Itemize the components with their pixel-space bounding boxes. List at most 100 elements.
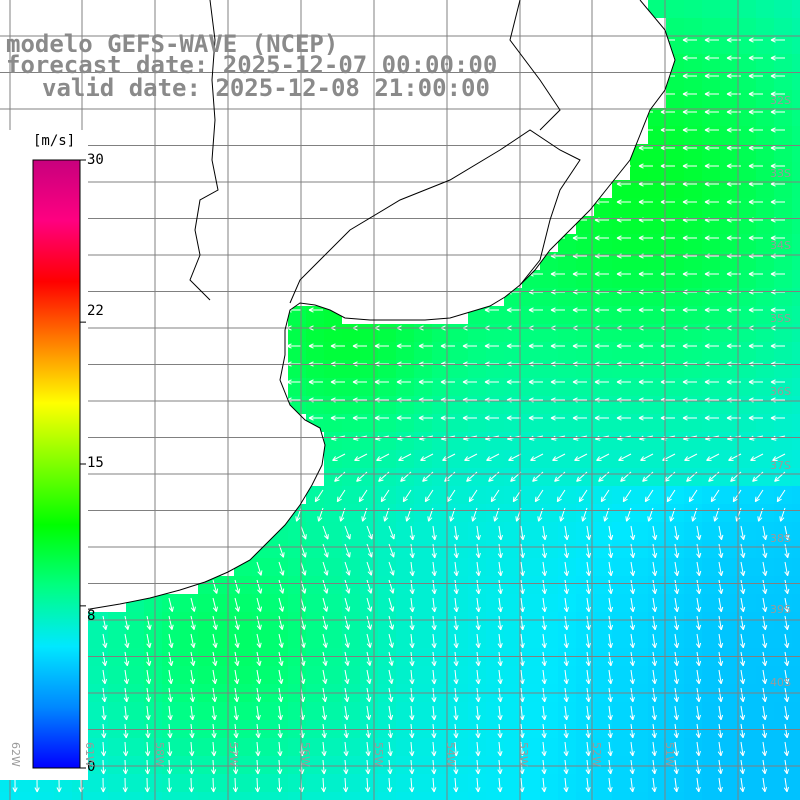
wind-arrow (497, 525, 503, 541)
wind-speed-cell (414, 540, 432, 558)
wind-speed-cell (702, 342, 720, 360)
wind-speed-cell (522, 468, 540, 486)
wind-speed-cell (576, 306, 594, 324)
wind-arrow (475, 633, 481, 649)
wind-arrow (784, 579, 790, 595)
wind-speed-cell (414, 558, 432, 576)
wind-arrow (497, 579, 503, 595)
wind-speed-cell (270, 630, 288, 648)
wind-arrow (396, 343, 411, 349)
wind-speed-cell (306, 738, 324, 756)
wind-arrow (783, 741, 790, 757)
wind-speed-cell (756, 468, 774, 486)
wind-arrow (462, 379, 477, 385)
wind-arrow (388, 633, 394, 648)
wind-speed-cell (666, 666, 684, 684)
wind-arrow (122, 777, 128, 793)
wind-arrow (673, 705, 679, 721)
wind-speed-cell (306, 774, 324, 792)
wind-arrow (682, 91, 697, 97)
wind-speed-cell (666, 288, 684, 306)
wind-speed-cell (612, 612, 630, 630)
wind-speed-cell (756, 360, 774, 378)
wind-arrow (528, 343, 543, 349)
wind-arrow (234, 579, 241, 594)
wind-arrow (704, 271, 719, 277)
wind-speed-cell (738, 180, 756, 198)
wind-speed-cell (108, 738, 126, 756)
wind-arrow (233, 759, 239, 775)
wind-speed-cell (144, 738, 162, 756)
wind-arrow (308, 307, 323, 313)
wind-arrow (167, 723, 173, 739)
wind-speed-cell (396, 486, 414, 504)
wind-arrow (640, 453, 654, 461)
wind-speed-cell (576, 234, 594, 252)
wind-arrow (673, 777, 679, 793)
wind-arrow (278, 669, 284, 685)
wind-arrow (726, 109, 741, 115)
wind-arrow (629, 669, 635, 685)
wind-arrow (475, 543, 481, 559)
wind-speed-cell (702, 36, 720, 54)
wind-speed-cell (792, 36, 800, 54)
wind-arrow (651, 687, 657, 703)
wind-speed-cell (756, 288, 774, 306)
wind-arrow (102, 633, 108, 649)
wind-speed-cell (432, 774, 450, 792)
wind-speed-cell (468, 360, 486, 378)
wind-arrow (718, 579, 724, 595)
title-forecast-date: forecast date: 2025-12-07 00:00:00 (6, 51, 498, 79)
wind-arrow (704, 415, 719, 421)
wind-arrow (322, 579, 329, 594)
wind-arrow (732, 489, 742, 503)
wind-speed-cell (108, 666, 126, 684)
wind-speed-cell (666, 378, 684, 396)
wind-speed-cell (522, 738, 540, 756)
wind-speed-cell (792, 450, 800, 468)
wind-speed-cell (666, 612, 684, 630)
wind-speed-cell (774, 558, 792, 576)
wind-arrow (497, 543, 503, 559)
wind-speed-cell (378, 774, 396, 792)
wind-arrow (651, 741, 657, 757)
wind-arrow (102, 651, 108, 667)
wind-arrow (618, 453, 632, 461)
wind-speed-cell (738, 612, 756, 630)
wind-arrow (12, 777, 18, 793)
wind-arrow (572, 235, 587, 241)
wind-speed-cell (540, 774, 558, 792)
wind-speed-cell (540, 468, 558, 486)
wind-speed-cell (288, 792, 306, 800)
wind-speed-cell (108, 774, 126, 792)
wind-speed-cell (738, 270, 756, 288)
wind-speed-cell (558, 396, 576, 414)
wind-speed-cell (774, 630, 792, 648)
wind-speed-cell (270, 558, 288, 576)
wind-arrow (475, 597, 481, 613)
wind-arrow (695, 615, 702, 631)
wind-speed-cell (792, 342, 800, 360)
wind-arrow (409, 759, 415, 775)
wind-speed-cell (612, 702, 630, 720)
wind-speed-cell (306, 342, 324, 360)
wind-speed-cell (612, 576, 630, 594)
wind-speed-cell (720, 0, 738, 18)
wind-arrow (726, 379, 741, 385)
wind-speed-cell (774, 396, 792, 414)
wind-speed-cell (684, 666, 702, 684)
wind-arrow (398, 453, 412, 461)
wind-arrow (475, 525, 481, 541)
wind-speed-cell (612, 396, 630, 414)
wind-speed-cell (756, 54, 774, 72)
wind-speed-cell (540, 306, 558, 324)
wind-speed-cell (774, 144, 792, 162)
wind-speed-cell (450, 666, 468, 684)
wind-arrow (673, 669, 680, 685)
wind-arrow (497, 723, 503, 739)
wind-arrow (418, 379, 433, 385)
wind-arrow (748, 37, 763, 43)
wind-speed-cell (684, 0, 702, 18)
wind-speed-cell (126, 756, 144, 774)
wind-speed-cell (792, 306, 800, 324)
